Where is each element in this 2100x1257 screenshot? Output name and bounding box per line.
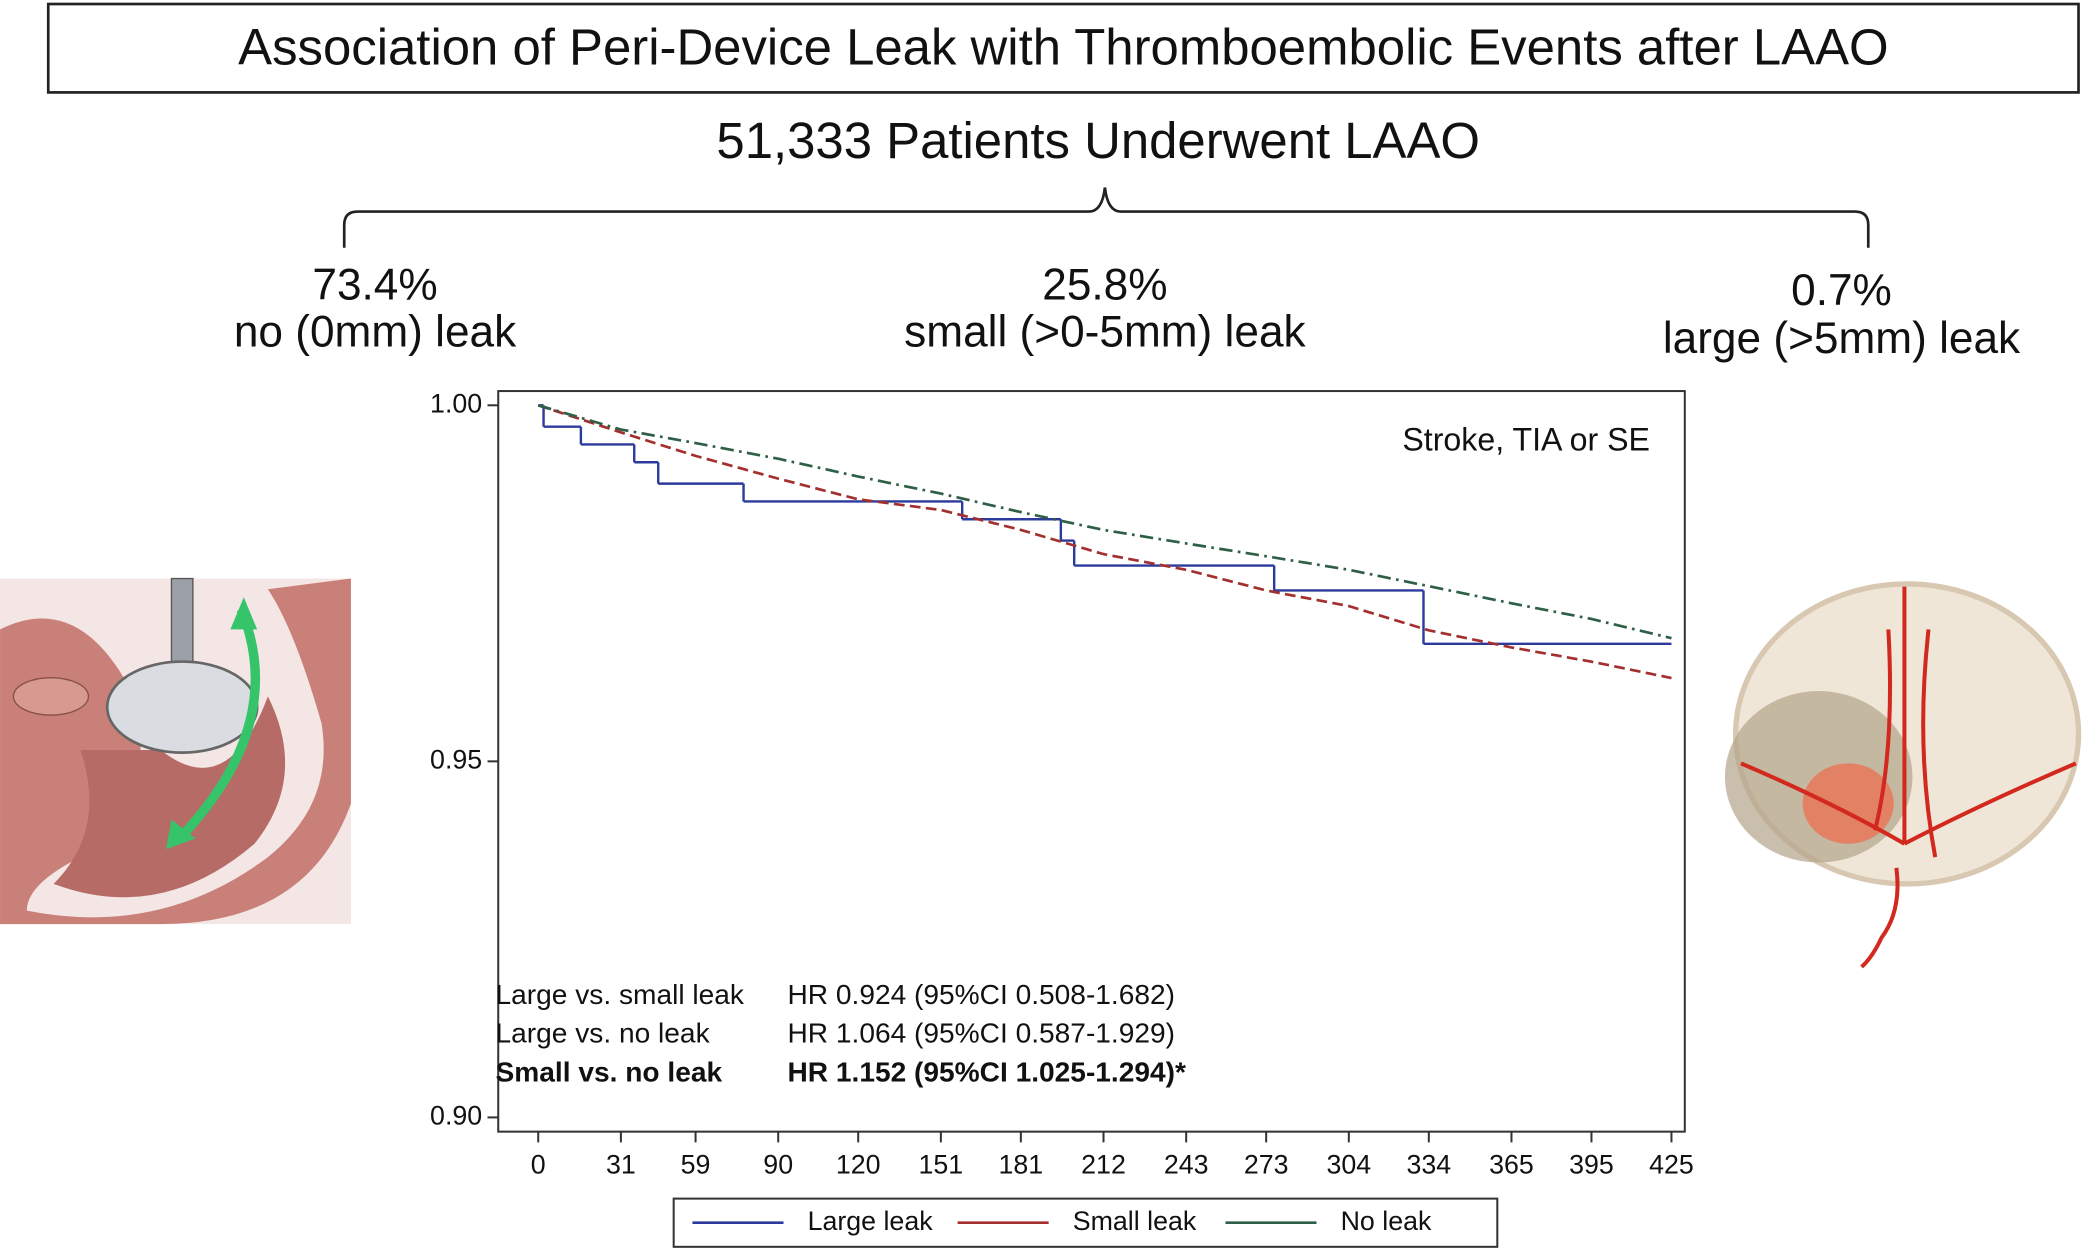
hr-comparison: Large vs. small leak: [496, 979, 745, 1010]
legend-label: No leak: [1341, 1206, 1432, 1236]
x-tick-label: 212: [1081, 1150, 1126, 1180]
device-illustration: [0, 577, 351, 925]
group-percent: 73.4%: [312, 261, 437, 310]
subtitle: 51,333 Patients Underwent LAAO: [716, 112, 1480, 169]
group-label: small (>0-5mm) leak: [904, 307, 1306, 356]
group-percent: 0.7%: [1791, 266, 1892, 315]
hr-comparison: Small vs. no leak: [496, 1056, 723, 1087]
legend-label: Small leak: [1073, 1206, 1197, 1236]
series-line: [537, 404, 1672, 680]
series-line: [537, 404, 1672, 640]
brain-illustration: [1724, 581, 2082, 969]
x-tick-label: 334: [1406, 1150, 1451, 1180]
annotation: Stroke, TIA or SE: [1402, 421, 1650, 457]
x-tick-label: 31: [606, 1150, 636, 1180]
x-tick-label: 120: [836, 1150, 881, 1180]
y-tick-label: 1.00: [430, 388, 482, 418]
hr-result: HR 1.064 (95%CI 0.587-1.929): [788, 1018, 1176, 1049]
legend-box: [672, 1197, 1499, 1248]
x-tick-label: 273: [1244, 1150, 1289, 1180]
x-tick-label: 395: [1569, 1150, 1614, 1180]
y-tick-label: 0.90: [430, 1100, 482, 1130]
group-percent: 25.8%: [1042, 261, 1167, 310]
y-tick-label: 0.95: [430, 744, 482, 774]
title: Association of Peri-Device Leak with Thr…: [238, 18, 1888, 75]
group-label: large (>5mm) leak: [1663, 314, 2021, 363]
hr-result: HR 0.924 (95%CI 0.508-1.682): [788, 979, 1176, 1010]
brace: [342, 187, 1870, 248]
x-tick-label: 151: [919, 1150, 964, 1180]
x-tick-label: 181: [999, 1150, 1044, 1180]
x-tick-label: 90: [763, 1150, 793, 1180]
x-tick-label: 243: [1164, 1150, 1209, 1180]
group-label: no (0mm) leak: [234, 307, 517, 356]
x-tick-label: 365: [1489, 1150, 1534, 1180]
x-tick-label: 304: [1326, 1150, 1371, 1180]
x-tick-label: 0: [531, 1150, 546, 1180]
x-tick-label: 425: [1649, 1150, 1694, 1180]
legend-label: Large leak: [808, 1206, 934, 1236]
title-box: [46, 2, 2080, 94]
hr-result: HR 1.152 (95%CI 1.025-1.294)*: [788, 1056, 1187, 1087]
hr-comparison: Large vs. no leak: [496, 1018, 711, 1049]
x-tick-label: 59: [681, 1150, 711, 1180]
